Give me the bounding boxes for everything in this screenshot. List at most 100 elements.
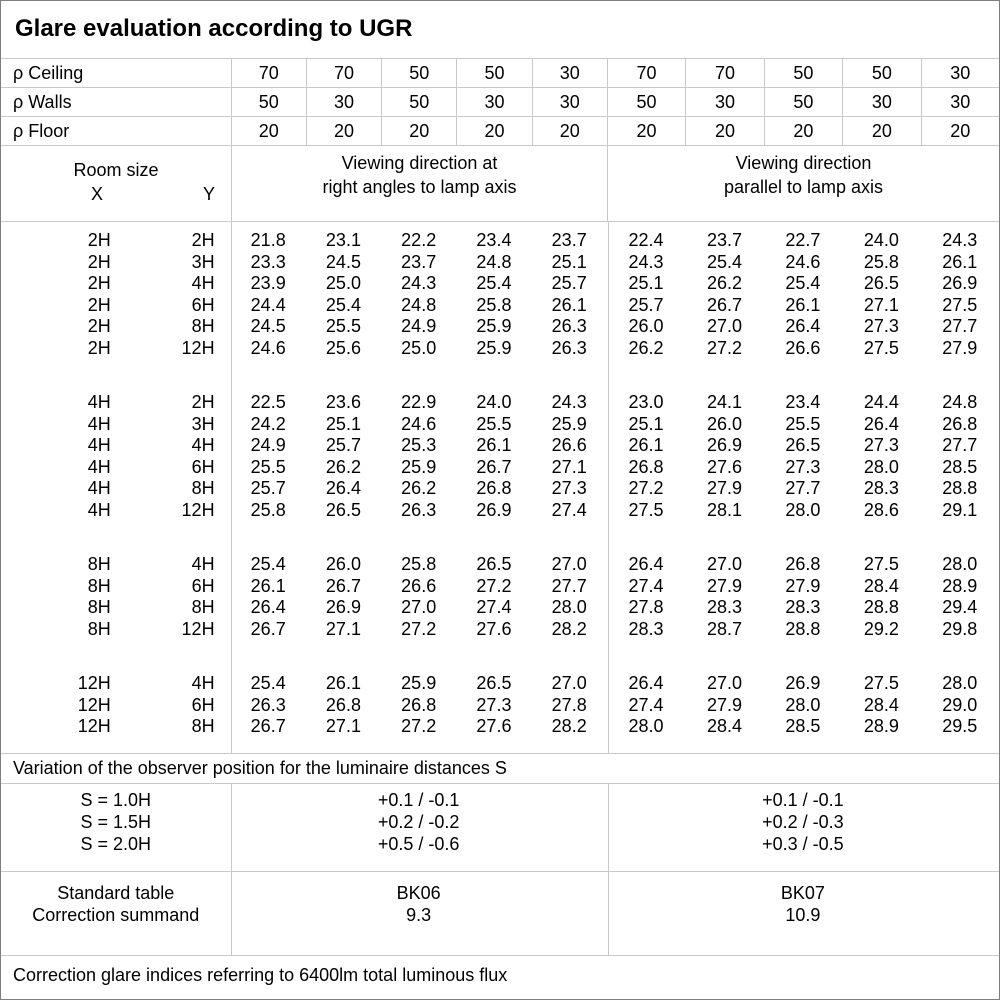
ugr-row: 4H 2H 22.5 23.6 22.9 24.0 24.3 23.0 24.1 23.4 24.4… bbox=[1, 392, 999, 414]
reflectance-value: 50 bbox=[456, 59, 531, 87]
ugr-value-right-angle: 25.8 bbox=[250, 499, 286, 520]
room-size-x: 4H bbox=[87, 456, 111, 477]
ugr-value-right-angle: 26.6 bbox=[551, 435, 587, 455]
column-divider-middle bbox=[608, 784, 609, 871]
variation-rows: S = 1.0H +0.1 / -0.1 +0.1 / -0.1 S = 1.5H +0… bbox=[1, 789, 999, 855]
ugr-row: 4H 8H 25.7 26.4 26.2 26.8 27.3 27.2 27.9 27.7 28.3… bbox=[1, 478, 999, 500]
ugr-value-parallel: 27.7 bbox=[785, 478, 821, 498]
ugr-value-parallel: 27.2 bbox=[628, 478, 664, 498]
ugr-value-parallel: 28.9 bbox=[942, 575, 978, 596]
ugr-value-right-angle: 27.1 bbox=[325, 618, 361, 639]
room-size-label: Room size bbox=[73, 160, 159, 180]
ugr-row-group: 12H 4H 25.4 26.1 25.9 26.5 27.0 26.4 27.0 26.9 27.… bbox=[1, 673, 999, 738]
right-angle-header-line1: Viewing direction at bbox=[341, 153, 498, 173]
reflectance-label: ρ Walls bbox=[13, 92, 72, 112]
table-header-band: Room size X Y Viewing direction at right… bbox=[1, 146, 999, 222]
room-size-x: 4H bbox=[87, 499, 111, 520]
ugr-value-parallel: 26.1 bbox=[785, 294, 821, 315]
ugr-value-right-angle: 24.8 bbox=[476, 251, 512, 272]
reflectance-value: 50 bbox=[381, 88, 456, 116]
ugr-value-parallel: 28.8 bbox=[942, 478, 978, 498]
observer-variation-section: S = 1.0H +0.1 / -0.1 +0.1 / -0.1 S = 1.5H +0… bbox=[1, 784, 999, 872]
column-divider-middle bbox=[608, 222, 609, 753]
ugr-value-right-angle: 26.6 bbox=[401, 575, 437, 596]
room-size-y: 8H bbox=[191, 716, 215, 736]
variation-right-angle: +0.5 / -0.6 bbox=[377, 834, 460, 854]
summary-section: Standard table BK06 BK07 Correction summ… bbox=[1, 872, 999, 956]
reflectance-value: 30 bbox=[920, 88, 999, 116]
ugr-value-parallel: 27.3 bbox=[863, 316, 899, 336]
ugr-value-parallel: 28.0 bbox=[942, 554, 978, 574]
ugr-value-parallel: 26.4 bbox=[863, 413, 899, 434]
ugr-value-parallel: 28.6 bbox=[863, 499, 899, 520]
ugr-value-right-angle: 22.9 bbox=[401, 392, 437, 412]
ugr-value-right-angle: 25.0 bbox=[325, 273, 361, 293]
room-size-x: 8H bbox=[87, 597, 111, 617]
ugr-value-parallel: 27.5 bbox=[863, 554, 899, 574]
ugr-value-right-angle: 27.4 bbox=[476, 597, 512, 617]
ugr-row-group: 2H 2H 21.8 23.1 22.2 23.4 23.7 22.4 23.7 22.7 24.0… bbox=[1, 230, 999, 359]
ugr-value-parallel: 26.0 bbox=[706, 413, 742, 434]
ugr-value-parallel: 27.8 bbox=[628, 597, 664, 617]
ugr-value-parallel: 25.8 bbox=[863, 251, 899, 272]
reflectance-value: 20 bbox=[920, 117, 999, 145]
ugr-value-right-angle: 27.1 bbox=[325, 716, 361, 736]
ugr-value-right-angle: 23.1 bbox=[325, 230, 361, 250]
column-divider-left bbox=[231, 872, 232, 955]
reflectance-value: 30 bbox=[531, 88, 607, 116]
reflectance-value: 20 bbox=[305, 117, 381, 145]
ugr-value-right-angle: 26.1 bbox=[250, 575, 286, 596]
ugr-value-right-angle: 27.3 bbox=[476, 694, 512, 715]
luminaire-distance-label: S = 1.0H bbox=[80, 790, 152, 810]
parallel-header-line2: parallel to lamp axis bbox=[723, 177, 884, 197]
reflectance-value: 70 bbox=[685, 59, 763, 87]
column-divider-middle bbox=[608, 872, 609, 955]
ugr-value-parallel: 29.8 bbox=[942, 618, 978, 639]
ugr-value-right-angle: 26.0 bbox=[325, 554, 361, 574]
ugr-value-parallel: 26.4 bbox=[785, 316, 821, 336]
ugr-value-parallel: 26.0 bbox=[628, 316, 664, 336]
room-size-x: 2H bbox=[87, 273, 111, 293]
ugr-value-parallel: 26.8 bbox=[628, 456, 664, 477]
ugr-value-parallel: 29.0 bbox=[942, 694, 978, 715]
ugr-value-right-angle: 25.4 bbox=[325, 294, 361, 315]
room-size-x: 2H bbox=[87, 230, 111, 250]
ugr-value-right-angle: 24.9 bbox=[250, 435, 286, 455]
ugr-value-right-angle: 23.3 bbox=[250, 251, 286, 272]
ugr-value-parallel: 27.9 bbox=[706, 478, 742, 498]
ugr-value-right-angle: 26.7 bbox=[250, 716, 286, 736]
ugr-row: 2H 3H 23.3 24.5 23.7 24.8 25.1 24.3 25.4 24.6 25.8… bbox=[1, 252, 999, 274]
ugr-value-parallel: 27.9 bbox=[785, 575, 821, 596]
ugr-value-parallel: 28.3 bbox=[628, 618, 664, 639]
ugr-value-right-angle: 26.3 bbox=[250, 694, 286, 715]
room-size-y: 12H bbox=[181, 337, 215, 358]
ugr-value-right-angle: 27.6 bbox=[476, 716, 512, 736]
ugr-value-parallel: 23.0 bbox=[628, 392, 664, 412]
ugr-value-parallel: 23.4 bbox=[785, 392, 821, 412]
ugr-row: 12H 8H 26.7 27.1 27.2 27.6 28.2 28.0 28.4 28.5 28.… bbox=[1, 716, 999, 738]
ugr-value-right-angle: 26.7 bbox=[476, 456, 512, 477]
ugr-value-parallel: 26.7 bbox=[706, 294, 742, 315]
ugr-value-parallel: 22.4 bbox=[628, 230, 664, 250]
ugr-value-right-angle: 23.7 bbox=[551, 230, 587, 250]
correction-summand-row: Correction summand 9.3 10.9 bbox=[1, 904, 999, 926]
ugr-value-parallel: 28.4 bbox=[863, 575, 899, 596]
ugr-value-right-angle: 28.0 bbox=[551, 597, 587, 617]
ugr-data-area: 2H 2H 21.8 23.1 22.2 23.4 23.7 22.4 23.7 22.7 24.0… bbox=[1, 222, 999, 754]
room-size-y: 4H bbox=[191, 554, 215, 574]
reflectance-label: ρ Ceiling bbox=[13, 63, 84, 83]
reflectance-value: 50 bbox=[606, 88, 685, 116]
room-size-x: 4H bbox=[87, 392, 111, 412]
variation-parallel: +0.1 / -0.1 bbox=[762, 790, 844, 810]
ugr-value-right-angle: 25.6 bbox=[325, 337, 361, 358]
ugr-value-right-angle: 27.3 bbox=[551, 478, 587, 498]
ugr-value-right-angle: 23.4 bbox=[476, 230, 512, 250]
ugr-value-right-angle: 25.9 bbox=[476, 337, 512, 358]
ugr-value-right-angle: 25.9 bbox=[401, 673, 437, 693]
ugr-value-parallel: 27.9 bbox=[942, 337, 978, 358]
ugr-value-parallel: 25.7 bbox=[628, 294, 664, 315]
variation-row: S = 1.0H +0.1 / -0.1 +0.1 / -0.1 bbox=[1, 789, 999, 811]
ugr-value-parallel: 28.3 bbox=[863, 478, 899, 498]
variation-right-angle: +0.2 / -0.2 bbox=[377, 812, 460, 832]
ugr-row: 12H 6H 26.3 26.8 26.8 27.3 27.8 27.4 27.9 28.0 28.… bbox=[1, 695, 999, 717]
